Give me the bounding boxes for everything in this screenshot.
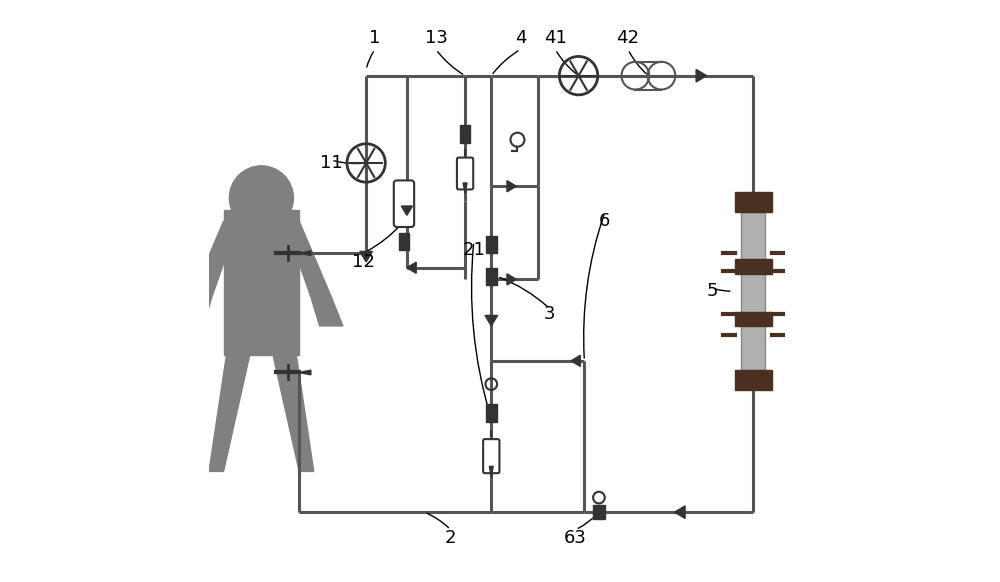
Bar <box>593 505 605 519</box>
FancyBboxPatch shape <box>457 158 473 190</box>
Text: 4: 4 <box>515 29 526 47</box>
Polygon shape <box>401 206 412 215</box>
Polygon shape <box>209 355 250 471</box>
Bar <box>224 210 299 355</box>
Text: 3: 3 <box>544 306 555 323</box>
Polygon shape <box>290 221 343 326</box>
Polygon shape <box>489 466 493 477</box>
Polygon shape <box>407 262 416 274</box>
Polygon shape <box>463 183 467 193</box>
Bar <box>735 312 772 326</box>
Text: 21: 21 <box>462 242 485 259</box>
Polygon shape <box>485 315 498 326</box>
Polygon shape <box>507 180 516 192</box>
Polygon shape <box>696 69 707 82</box>
Text: 42: 42 <box>617 29 640 47</box>
Bar <box>486 268 497 285</box>
Text: 13: 13 <box>425 29 447 47</box>
Bar <box>735 260 772 274</box>
Polygon shape <box>299 251 311 255</box>
FancyBboxPatch shape <box>483 439 499 473</box>
FancyBboxPatch shape <box>394 180 414 227</box>
Bar <box>399 233 409 250</box>
Polygon shape <box>360 251 372 262</box>
Polygon shape <box>180 221 232 326</box>
Bar <box>486 236 497 253</box>
Text: 41: 41 <box>544 29 567 47</box>
Bar <box>741 212 765 370</box>
Polygon shape <box>571 355 580 367</box>
Polygon shape <box>675 506 685 519</box>
Text: 12: 12 <box>352 253 375 271</box>
Polygon shape <box>299 370 311 375</box>
Bar <box>486 404 497 422</box>
Text: 5: 5 <box>707 282 718 300</box>
Text: 2: 2 <box>445 530 456 547</box>
Text: 11: 11 <box>320 154 343 172</box>
Bar <box>735 192 772 212</box>
Bar <box>460 125 470 143</box>
Circle shape <box>229 166 293 230</box>
Bar <box>735 370 772 390</box>
Polygon shape <box>507 274 516 285</box>
Polygon shape <box>273 355 314 471</box>
Text: 63: 63 <box>564 530 587 547</box>
Text: 1: 1 <box>369 29 381 47</box>
Text: 6: 6 <box>599 212 610 230</box>
